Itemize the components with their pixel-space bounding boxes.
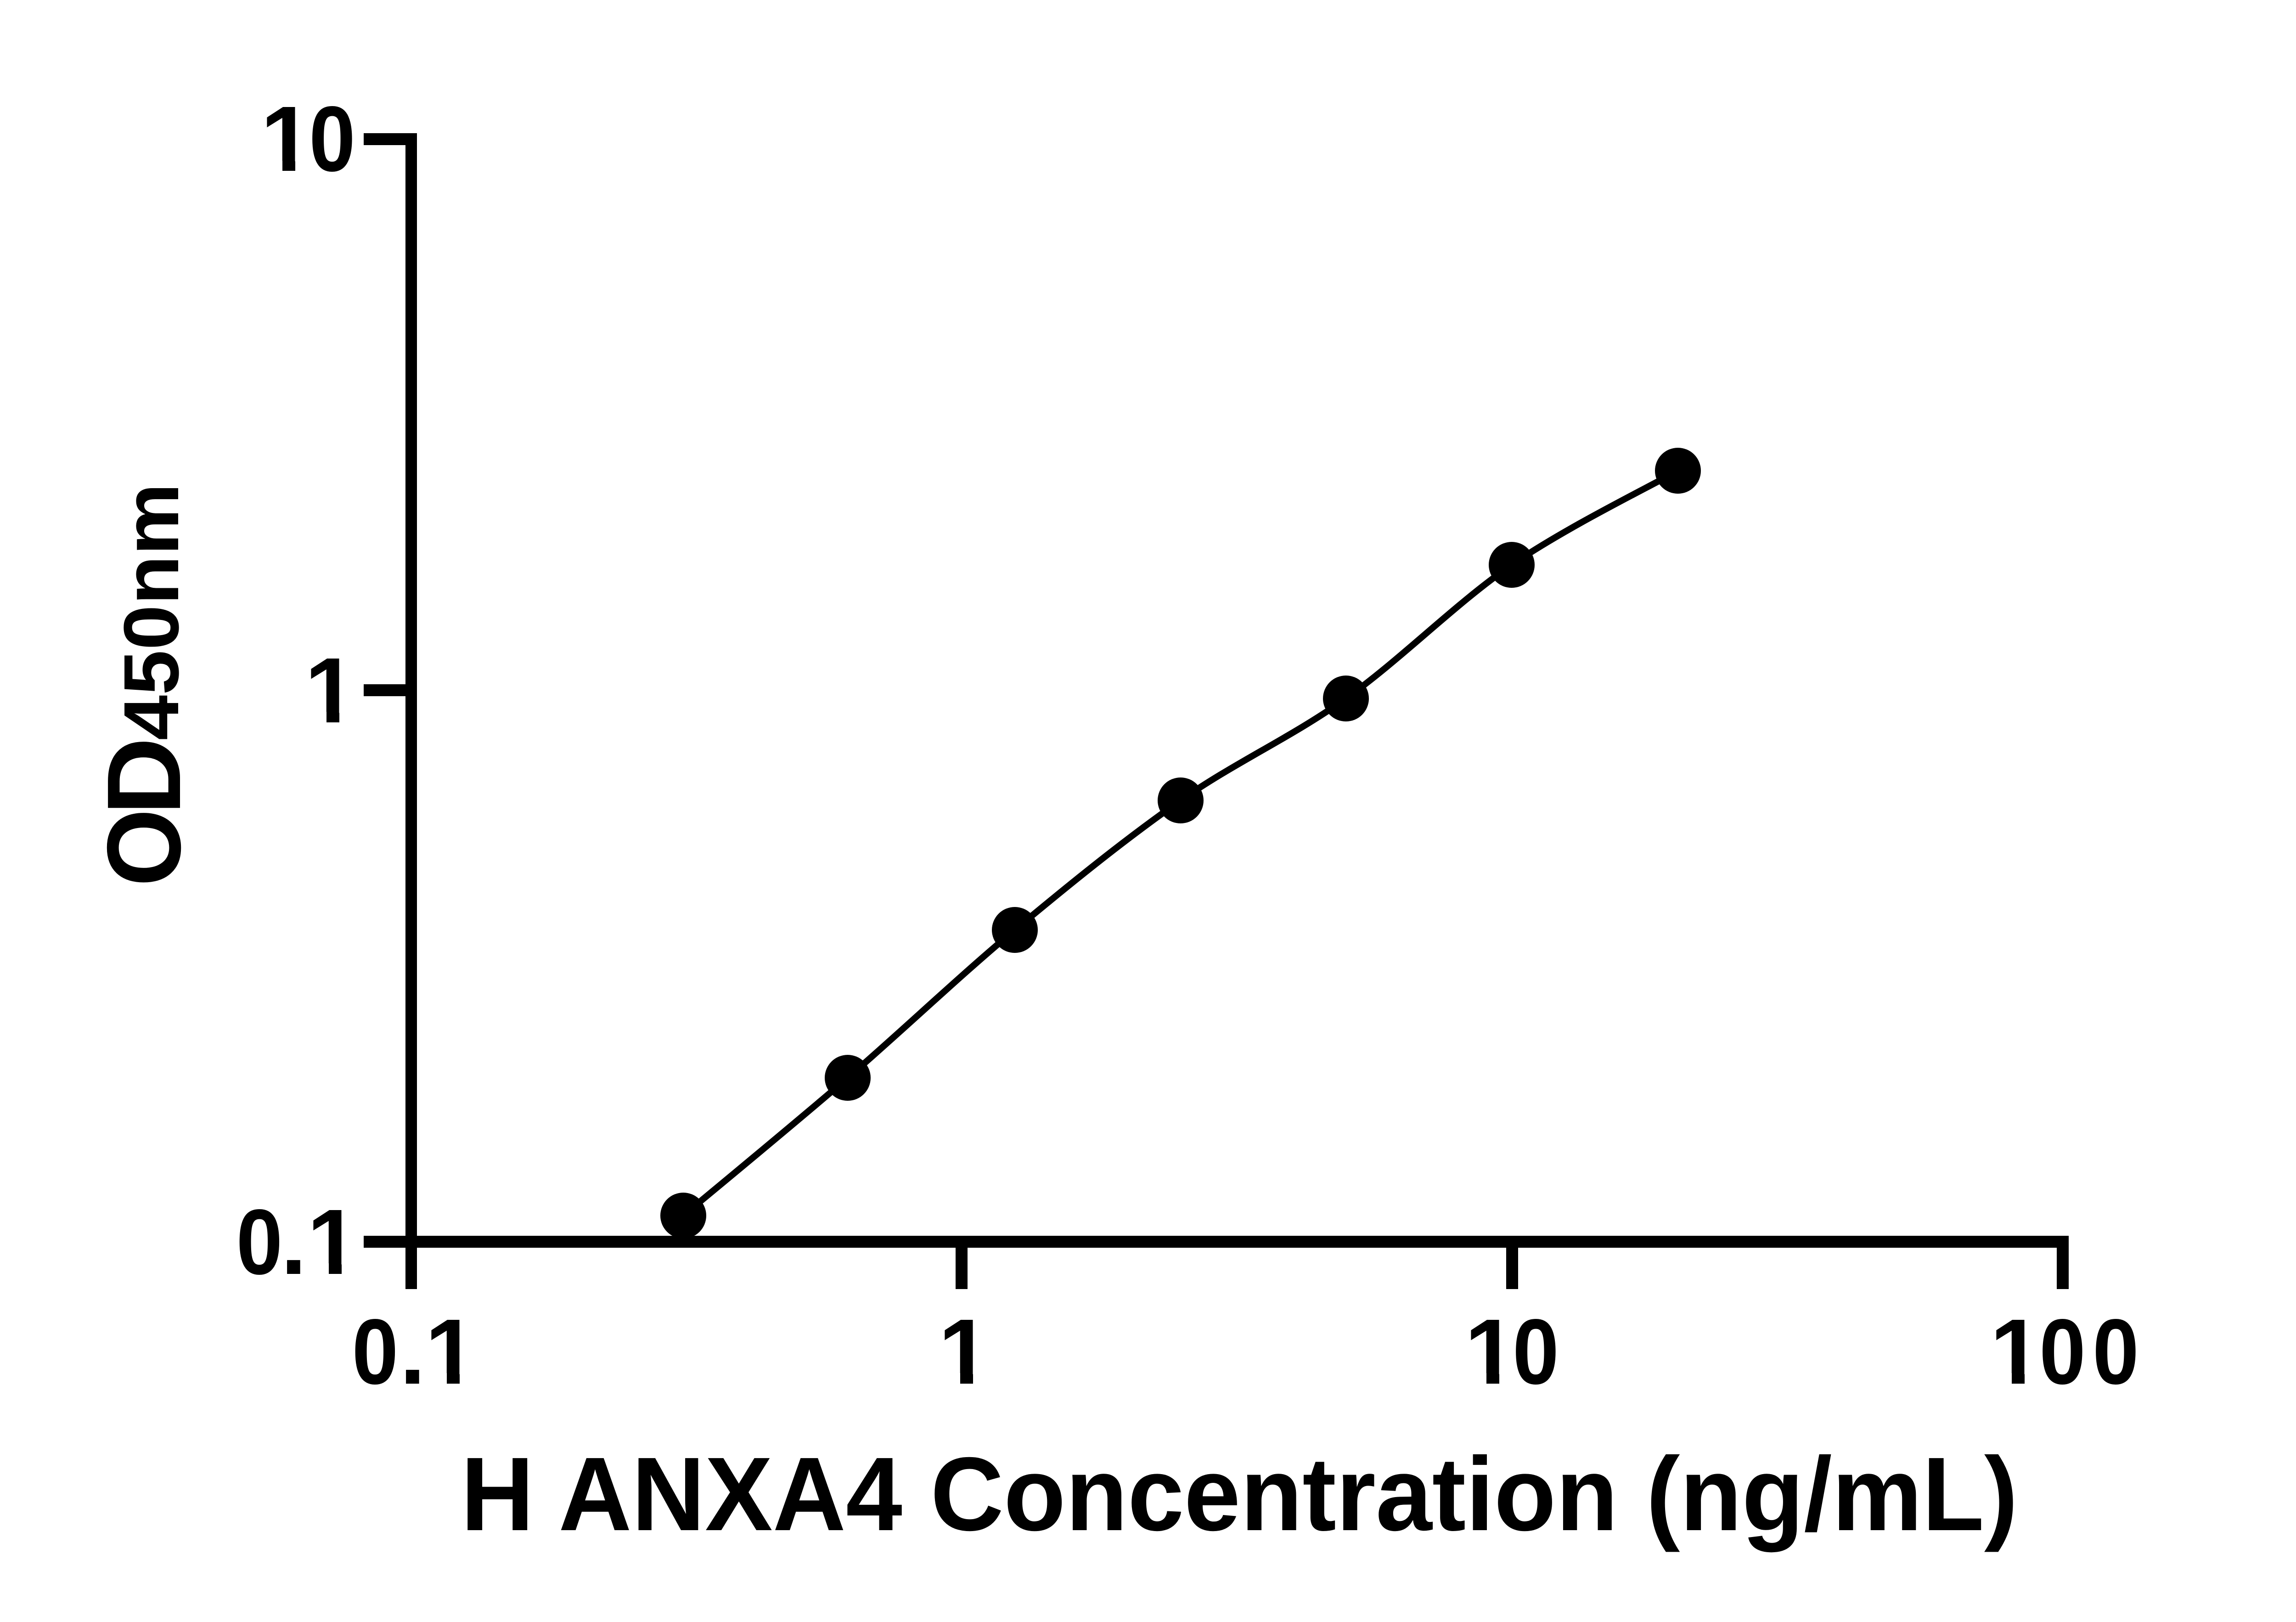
svg-text:1: 1 [939, 1300, 990, 1403]
svg-text:1: 1 [307, 1190, 359, 1294]
svg-text:0: 0 [309, 87, 355, 191]
svg-text:H ANXA4 Concentration (ng/mL): H ANXA4 Concentration (ng/mL) [461, 1436, 2018, 1553]
svg-text:D: D [86, 737, 203, 815]
svg-text:1: 1 [425, 1300, 477, 1403]
svg-text:O: O [86, 809, 203, 886]
svg-text:1: 1 [305, 638, 356, 742]
svg-text:0: 0 [236, 1190, 283, 1294]
svg-text:0: 0 [1513, 1300, 1559, 1403]
svg-text:1: 1 [261, 87, 312, 191]
svg-text:.: . [281, 1190, 306, 1294]
svg-text:1: 1 [1465, 1300, 1516, 1403]
svg-text:0: 0 [352, 1300, 399, 1403]
svg-text:.: . [400, 1300, 425, 1403]
svg-text:0: 0 [2039, 1300, 2086, 1403]
svg-text:450nm: 450nm [108, 483, 195, 740]
svg-text:0: 0 [2093, 1300, 2139, 1403]
svg-text:1: 1 [1990, 1300, 2042, 1403]
